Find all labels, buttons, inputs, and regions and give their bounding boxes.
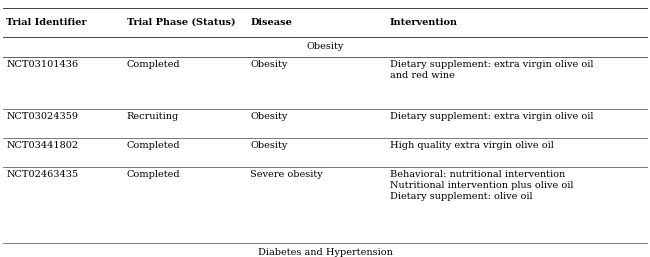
Text: Dietary supplement: extra virgin olive oil
and red wine: Dietary supplement: extra virgin olive o… [390,60,593,80]
Text: Dietary supplement: extra virgin olive oil: Dietary supplement: extra virgin olive o… [390,112,593,121]
Text: Completed: Completed [127,60,181,69]
Text: Behavioral: nutritional intervention
Nutritional intervention plus olive oil
Die: Behavioral: nutritional intervention Nut… [390,170,573,201]
Text: Obesity: Obesity [306,42,344,51]
Text: Obesity: Obesity [250,112,287,121]
Text: High quality extra virgin olive oil: High quality extra virgin olive oil [390,141,554,150]
Text: NCT03024359: NCT03024359 [6,112,79,121]
Text: NCT03101436: NCT03101436 [6,60,79,69]
Text: Obesity: Obesity [250,141,287,150]
Text: Intervention: Intervention [390,18,458,27]
Text: Trial Identifier: Trial Identifier [6,18,87,27]
Text: NCT02463435: NCT02463435 [6,170,79,179]
Text: Severe obesity: Severe obesity [250,170,323,179]
Text: Obesity: Obesity [250,60,287,69]
Text: Trial Phase (Status): Trial Phase (Status) [127,18,235,27]
Text: Completed: Completed [127,141,181,150]
Text: Disease: Disease [250,18,292,27]
Text: Completed: Completed [127,170,181,179]
Text: NCT03441802: NCT03441802 [6,141,79,150]
Text: Recruiting: Recruiting [127,112,179,121]
Text: Diabetes and Hypertension: Diabetes and Hypertension [257,248,393,257]
